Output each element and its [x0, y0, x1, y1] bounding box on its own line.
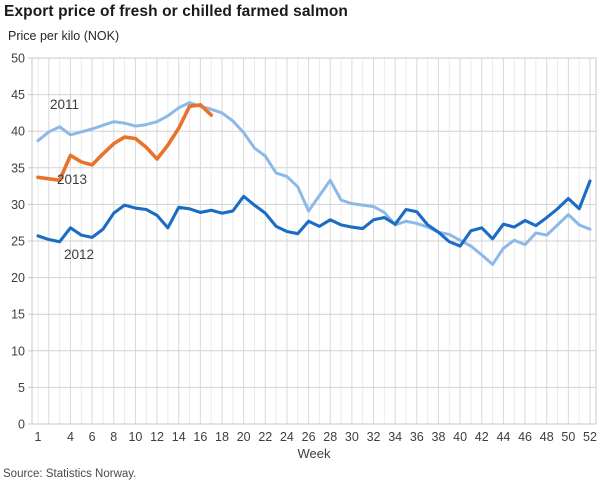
x-tick-label: 50	[561, 430, 575, 444]
x-tick-label: 22	[258, 430, 272, 444]
y-axis-unit-label: Price per kilo (NOK)	[8, 29, 120, 43]
x-tick-label: 6	[89, 430, 96, 444]
y-tick-label: 0	[18, 418, 25, 432]
x-tick-label: 44	[496, 430, 510, 444]
plot-border	[31, 57, 597, 425]
x-tick-label: 46	[518, 430, 532, 444]
gridlines	[28, 57, 596, 425]
chart-title: Export price of fresh or chilled farmed …	[4, 3, 348, 20]
series-line-2012	[36, 179, 592, 248]
x-tick-label: 30	[345, 430, 359, 444]
x-tick-label: 38	[432, 430, 446, 444]
series-lines	[36, 101, 592, 266]
x-tick-label: 12	[150, 430, 164, 444]
y-tick-label: 50	[11, 52, 25, 66]
series-line-2013	[36, 103, 213, 183]
series-label-2011: 2011	[50, 97, 79, 112]
y-tick-label: 45	[11, 88, 25, 102]
x-axis-title: Week	[297, 446, 331, 461]
y-tick-label: 40	[11, 125, 25, 139]
plot-border-rect	[31, 57, 597, 425]
y-tick-label: 20	[11, 271, 25, 285]
y-tick-label: 10	[11, 344, 25, 358]
y-tick-label: 30	[11, 198, 25, 212]
x-tick-label: 28	[323, 430, 337, 444]
series-label-2012: 2012	[64, 247, 94, 262]
x-tick-label: 34	[388, 430, 402, 444]
x-tick-label: 52	[583, 430, 597, 444]
source-note: Source: Statistics Norway.	[3, 468, 137, 480]
x-tick-label: 32	[367, 430, 381, 444]
x-tick-label: 14	[172, 430, 186, 444]
y-tick-label: 15	[11, 308, 25, 322]
x-tick-label: 40	[453, 430, 467, 444]
x-tick-label: 10	[128, 430, 142, 444]
x-tick-label: 24	[280, 430, 294, 444]
x-tick-label: 36	[410, 430, 424, 444]
x-tick-label: 26	[302, 430, 316, 444]
series-line-2011	[36, 101, 592, 266]
y-tick-label: 25	[11, 235, 25, 249]
x-tick-label: 8	[110, 430, 117, 444]
y-tick-label: 5	[18, 381, 25, 395]
series-label-2013: 2013	[57, 172, 87, 187]
x-tick-label: 4	[67, 430, 74, 444]
y-tick-label: 35	[11, 161, 25, 175]
x-tick-label: 16	[193, 430, 207, 444]
x-tick-label: 48	[540, 430, 554, 444]
x-tick-label: 42	[475, 430, 489, 444]
x-tick-label: 1	[35, 430, 42, 444]
x-tick-label: 18	[215, 430, 229, 444]
x-tick-label: 20	[237, 430, 251, 444]
